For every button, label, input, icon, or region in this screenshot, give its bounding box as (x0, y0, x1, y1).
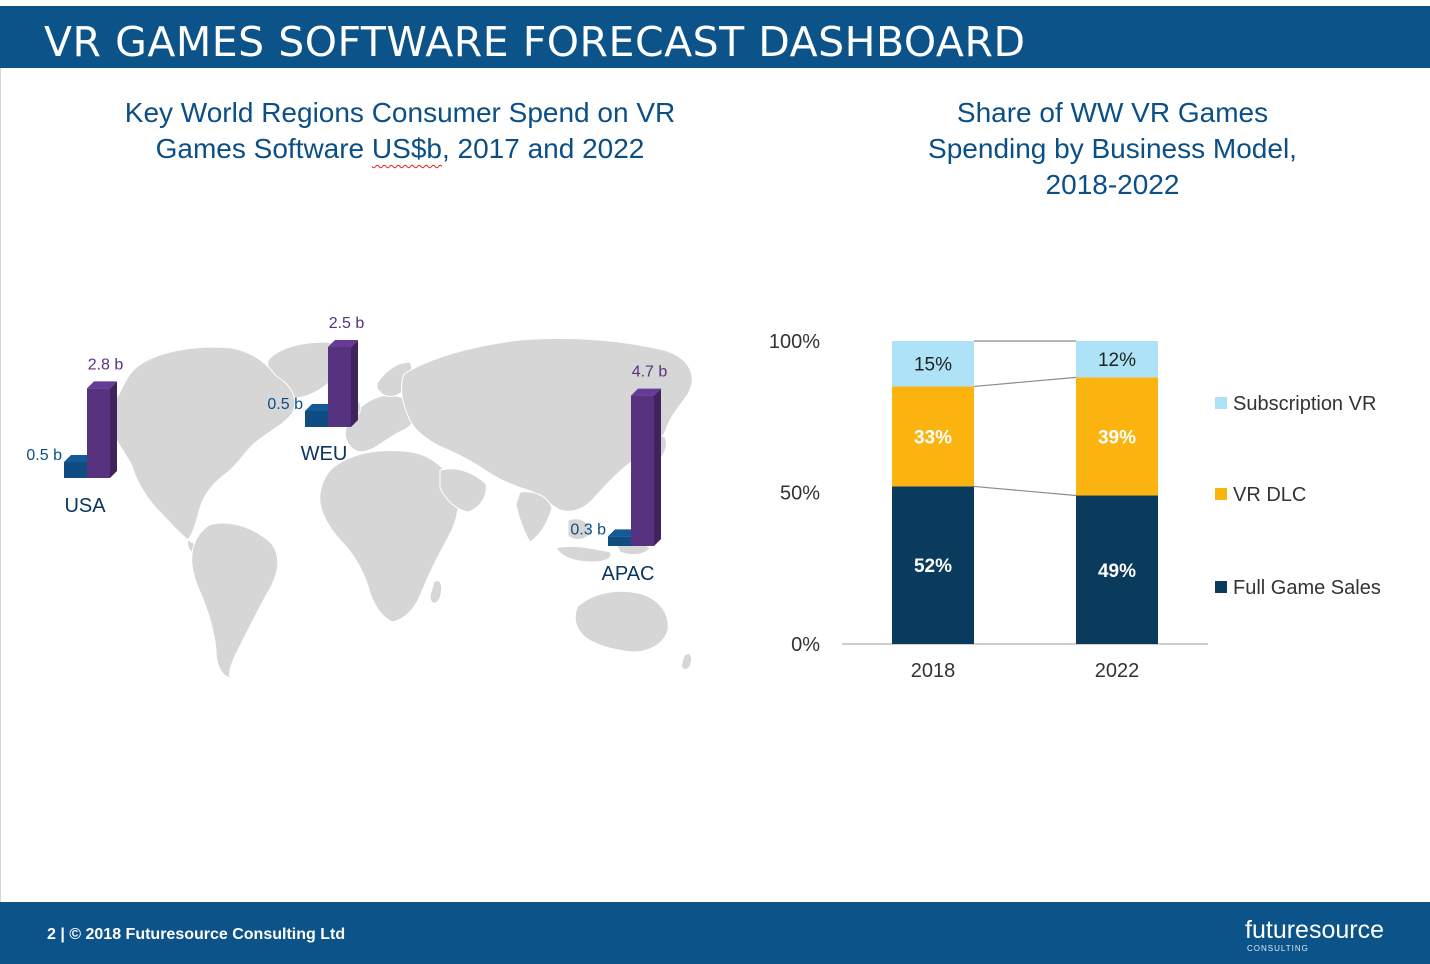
segment-label: 52% (914, 556, 952, 577)
bar-top (305, 404, 335, 411)
bar-apac-2022 (631, 388, 661, 546)
bar-side (110, 381, 117, 478)
bar-front (87, 388, 110, 478)
share-chart-title-line1: Share of WW VR Games (956, 97, 1269, 128)
legend-item-subscription-vr: Subscription VR (1215, 393, 1376, 415)
page-edge-divider (0, 68, 1, 902)
segment-2018-subscription-vr (892, 341, 974, 387)
map-chart-title-line1: Key World Regions Consumer Spend on VR (124, 97, 676, 128)
data-label: 4.7 b (632, 364, 668, 381)
segment-2022-subscription-vr (1076, 341, 1158, 378)
legend-label: Subscription VR (1233, 393, 1376, 415)
bar-weu-2022 (328, 340, 358, 427)
x-tick-label: 2022 (1095, 660, 1140, 682)
x-tick-label: 2018 (911, 660, 956, 682)
segment-2022-vr-dlc (1076, 377, 1158, 496)
y-tick-label: 0% (791, 634, 820, 656)
legend-swatch (1215, 488, 1227, 500)
series-connector-line (973, 376, 1077, 388)
legend-item-full-game-sales: Full Game Sales (1215, 577, 1381, 599)
share-chart-title-line3: 2018-2022 (1045, 169, 1180, 200)
futuresource-logo: futuresource CONSULTING (1245, 916, 1384, 953)
bar-front (608, 536, 631, 546)
bar-top (328, 340, 358, 347)
bar-front (631, 395, 654, 546)
data-label: 2.5 b (329, 315, 365, 332)
bar-front (328, 347, 351, 427)
title-unit: US$b (371, 133, 442, 164)
bar-side (351, 340, 358, 427)
segment-label: 12% (1098, 350, 1136, 371)
segment-label: 33% (914, 427, 952, 448)
title-text: , 2017 and 2022 (441, 133, 645, 164)
map-chart-title: Key World Regions Consumer Spend on VR G… (80, 95, 720, 167)
segment-2018-full-game-sales (892, 486, 974, 644)
region-label-weu: WEU (301, 443, 348, 465)
share-chart-title: Share of WW VR Games Spending by Busines… (870, 95, 1355, 203)
segment-label: 39% (1098, 427, 1136, 448)
legend-label: VR DLC (1233, 484, 1306, 506)
segment-2022-full-game-sales (1076, 495, 1158, 644)
header-bar: VR GAMES SOFTWARE FORECAST DASHBOARD (0, 6, 1430, 68)
series-connector-line (973, 485, 1077, 497)
y-tick-label: 100% (769, 331, 820, 353)
legend-swatch (1215, 581, 1227, 593)
page-title: VR GAMES SOFTWARE FORECAST DASHBOARD (44, 18, 1026, 66)
logo-subtext: CONSULTING (1247, 944, 1309, 953)
data-label: 0.5 b (26, 447, 62, 464)
legend-label: Full Game Sales (1233, 577, 1381, 599)
footer-copyright: 2 | © 2018 Futuresource Consulting Ltd (47, 926, 346, 943)
region-label-usa: USA (64, 495, 106, 517)
legend-swatch (1215, 397, 1227, 409)
data-label: 2.8 b (88, 356, 124, 373)
segment-2018-vr-dlc (892, 386, 974, 487)
y-tick-label: 50% (780, 483, 820, 505)
bar-top (87, 381, 117, 389)
legend-item-vr-dlc: VR DLC (1215, 484, 1306, 506)
bar-top (64, 455, 94, 462)
bar-top (608, 529, 638, 537)
bar-top (631, 388, 661, 396)
world-map (109, 337, 693, 679)
logo-text: futuresource (1245, 916, 1384, 944)
map-chart-title-line2: Games Software US$b, 2017 and 2022 (80, 131, 720, 167)
data-label: 0.5 b (267, 396, 303, 413)
footer-bar: 2 | © 2018 Futuresource Consulting Ltd f… (0, 902, 1430, 964)
bar-front (305, 411, 328, 427)
bar-usa-2022 (87, 381, 117, 478)
title-text: Games Software (155, 133, 372, 164)
region-label-apac: APAC (602, 563, 655, 585)
share-chart-title-line2: Spending by Business Model, (928, 133, 1297, 164)
bar-front (64, 462, 87, 478)
segment-label: 49% (1098, 561, 1136, 582)
data-label: 0.3 b (570, 521, 606, 538)
bar-side (654, 388, 661, 546)
segment-label: 15% (914, 355, 952, 376)
